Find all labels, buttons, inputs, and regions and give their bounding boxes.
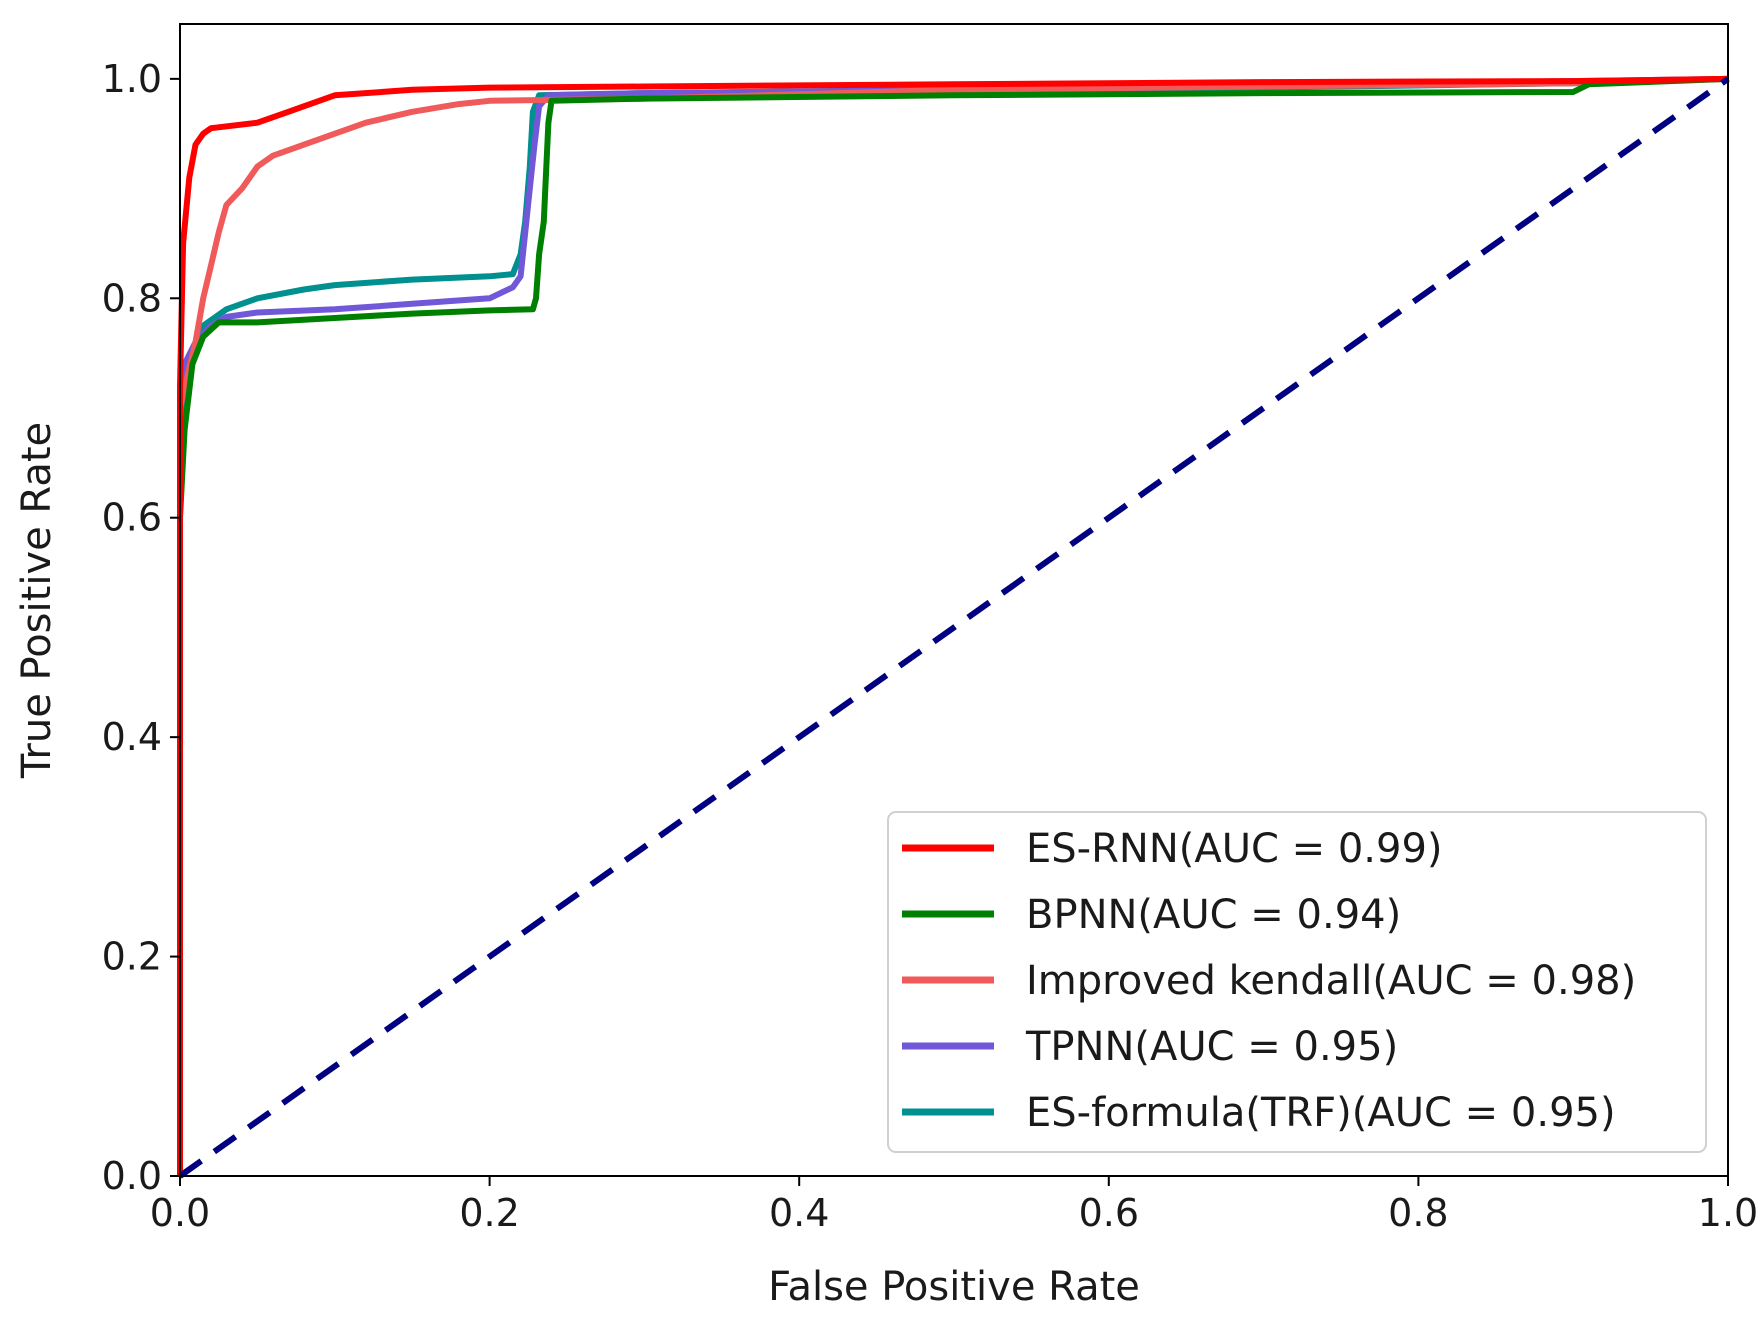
plot-frame — [179, 23, 1729, 1177]
x-tick-label: 0.4 — [769, 1191, 829, 1235]
y-tick-label: 0.8 — [102, 276, 162, 320]
series-line-es-rnn — [177, 75, 1729, 1176]
x-axis-ticks: 0.0 0.2 0.4 0.6 0.8 1.0 — [150, 1176, 1758, 1235]
plot-lines — [177, 75, 1730, 1179]
series-line-bpnn — [177, 75, 1729, 1176]
x-tick-label: 1.0 — [1698, 1191, 1758, 1235]
legend: ES-RNN(AUC = 0.99) BPNN(AUC = 0.94) Improv… — [887, 811, 1707, 1153]
y-tick-label: 1.0 — [102, 57, 162, 101]
y-tick-label: 0.0 — [102, 1154, 162, 1198]
legend-label-improved-kendall: Improved kendall(AUC = 0.98) — [1026, 958, 1636, 1004]
x-tick-label: 0.0 — [150, 1191, 210, 1235]
legend-label-es-rnn: ES-RNN(AUC = 0.99) — [1026, 826, 1443, 872]
x-tick-label: 0.8 — [1388, 1191, 1448, 1235]
legend-label-tpnn: TPNN(AUC = 0.95) — [1025, 1024, 1398, 1070]
legend-label-bpnn: BPNN(AUC = 0.94) — [1026, 892, 1401, 938]
y-axis-ticks: 0.0 0.2 0.4 0.6 0.8 1.0 — [102, 57, 180, 1198]
legend-box — [887, 811, 1707, 1153]
chance-diagonal-line — [178, 76, 1730, 1179]
y-tick-label: 0.4 — [102, 715, 162, 759]
y-tick-label: 0.6 — [102, 496, 162, 540]
legend-label-es-formula-trf: ES-formula(TRF)(AUC = 0.95) — [1026, 1090, 1616, 1136]
x-tick-label: 0.2 — [459, 1191, 519, 1235]
y-tick-label: 0.2 — [102, 935, 162, 979]
x-tick-label: 0.6 — [1079, 1191, 1139, 1235]
y-axis-label: True Positive Rate — [14, 422, 60, 779]
x-axis-label: False Positive Rate — [768, 1264, 1140, 1310]
